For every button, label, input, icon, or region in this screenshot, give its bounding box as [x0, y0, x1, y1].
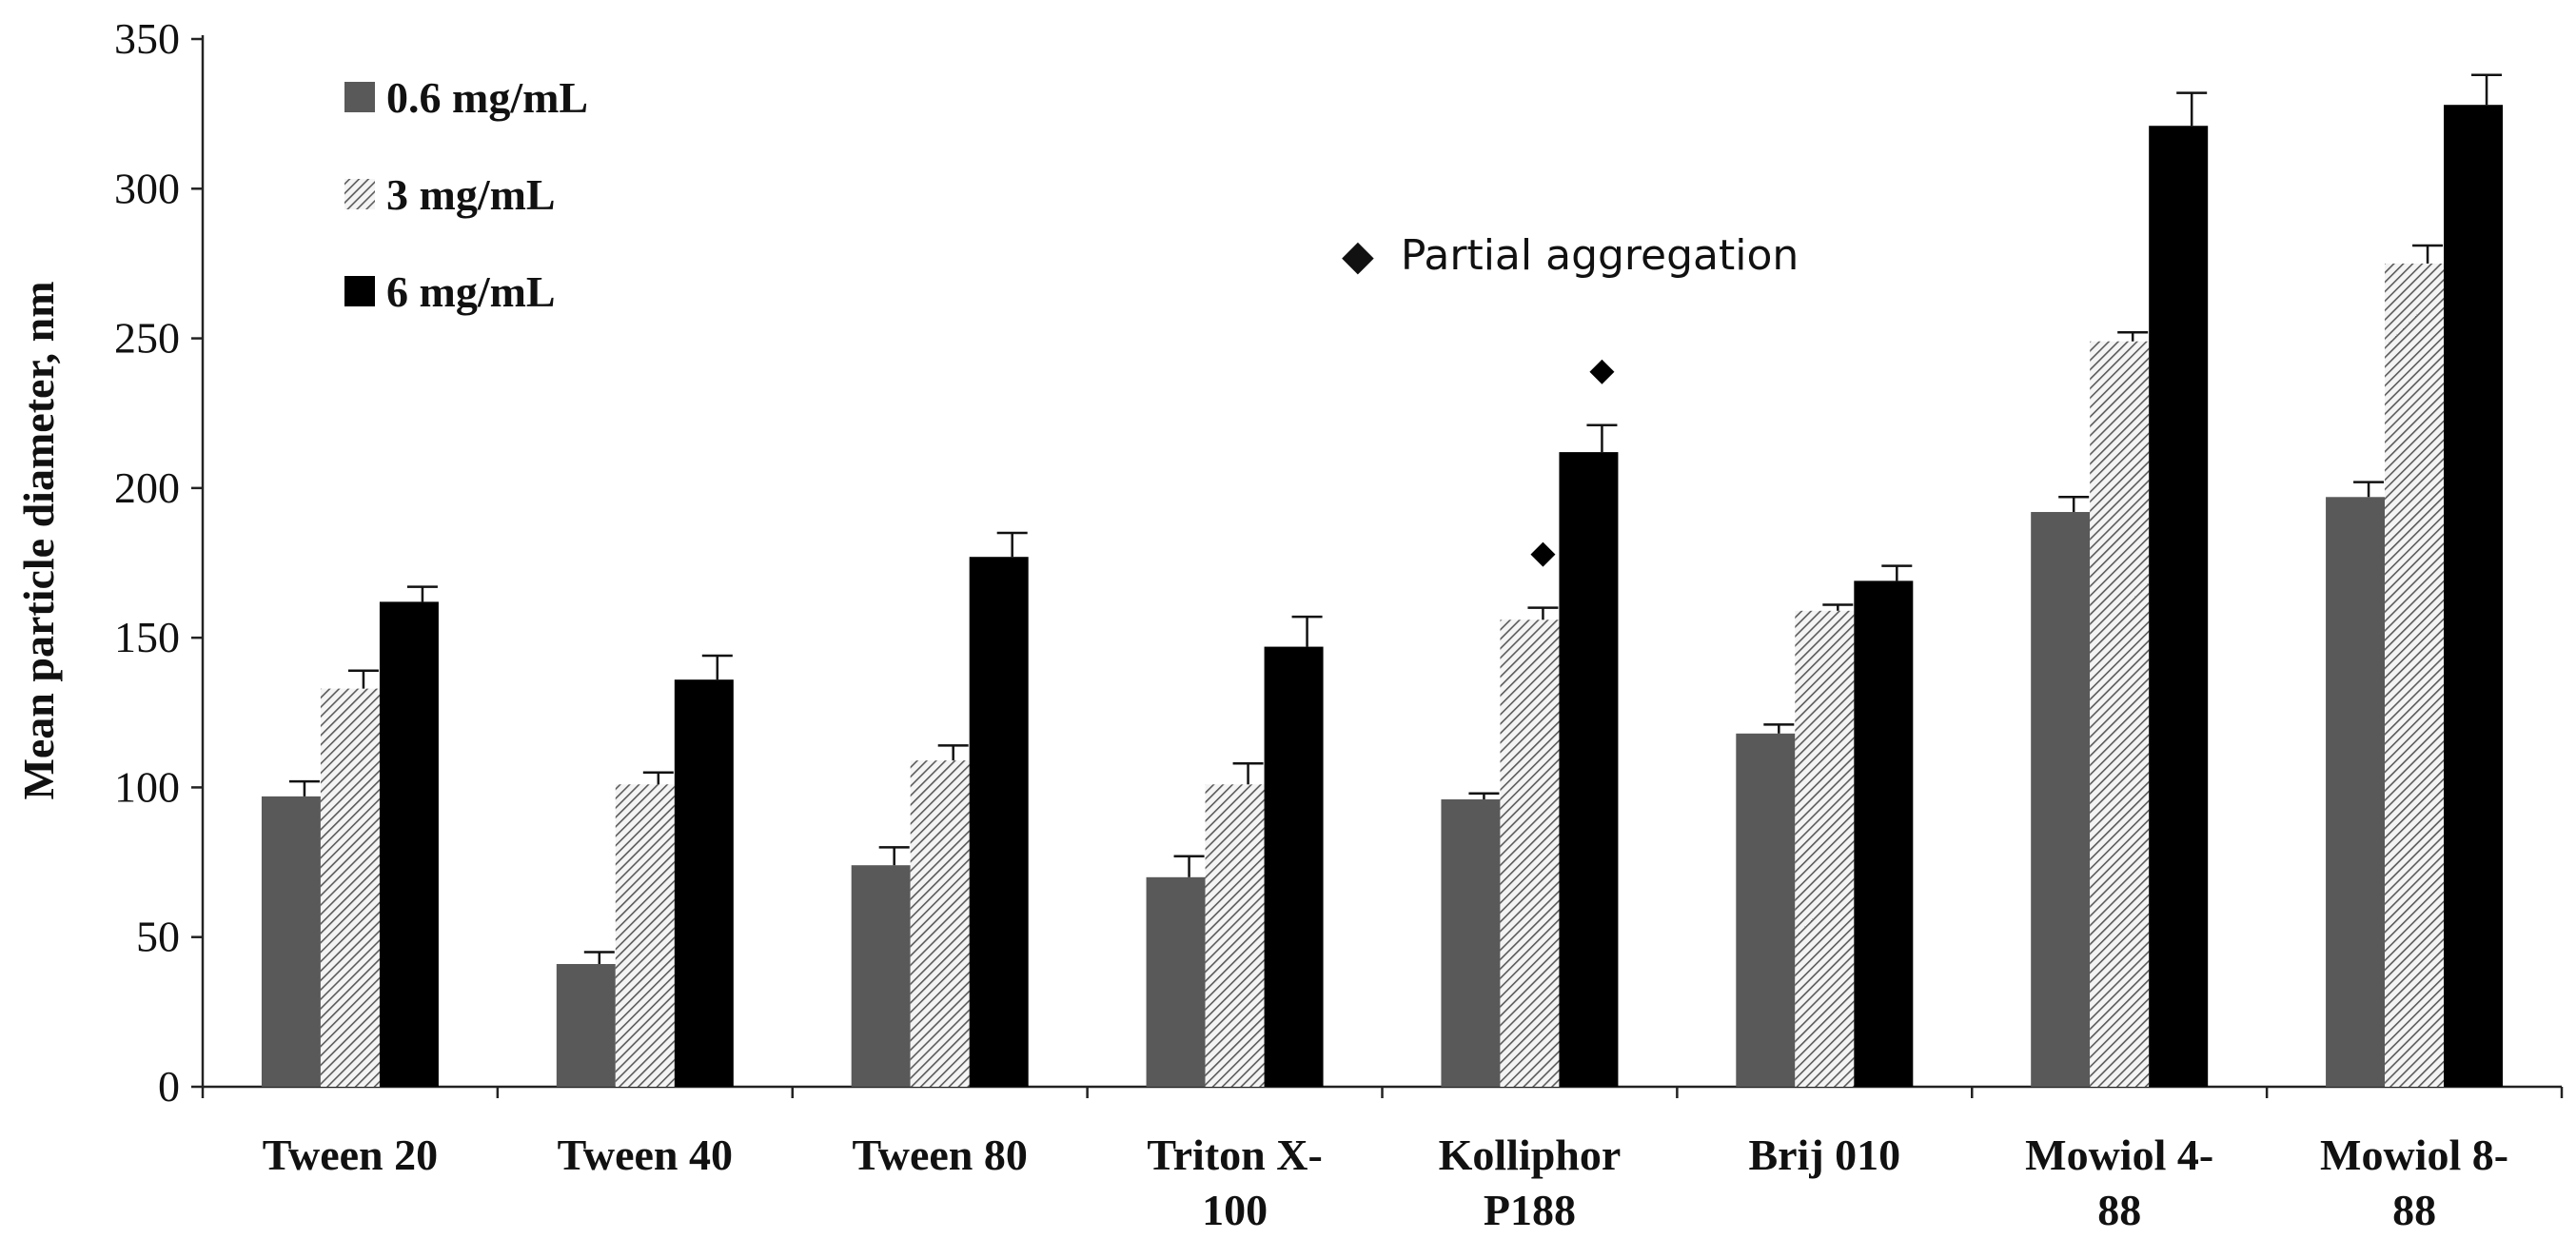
y-tick-label: 250: [114, 314, 180, 363]
bar: [969, 557, 1029, 1087]
annotation-label: ◆ Partial aggregation: [1342, 231, 1799, 280]
legend-swatch: [344, 179, 375, 209]
y-tick-label: 300: [114, 164, 180, 212]
aggregation-diamond-icon: [1589, 359, 1615, 384]
y-tick-label: 150: [114, 613, 180, 661]
category-label: Tween 20: [263, 1131, 438, 1179]
bar: [1795, 610, 1855, 1087]
bar: [851, 865, 911, 1087]
bar: [261, 796, 321, 1087]
y-axis-title: Mean particle diameter, nm: [14, 281, 63, 799]
error-bar-group: [288, 73, 2503, 965]
category-label: Tween 40: [558, 1131, 733, 1179]
category-label: Mowiol 4-: [2025, 1131, 2213, 1179]
diamond-icon: ◆: [1342, 231, 1374, 280]
category-label: P188: [1484, 1186, 1576, 1234]
aggregation-marker-group: [1530, 359, 1615, 567]
legend-label: 3 mg/mL: [386, 170, 556, 219]
bar: [1736, 733, 1796, 1087]
bar: [1146, 876, 1206, 1087]
bar: [674, 679, 734, 1087]
bar-series-group: [261, 105, 2504, 1088]
annotation-legend: ◆ Partial aggregation: [1342, 231, 1799, 280]
bar: [2031, 512, 2091, 1087]
legend-swatch: [344, 276, 375, 306]
bar: [2090, 341, 2150, 1087]
y-tick-label: 350: [114, 14, 180, 63]
bar: [2326, 497, 2386, 1087]
y-tick-label: 200: [114, 463, 180, 512]
category-label: Tween 80: [852, 1131, 1027, 1179]
x-axis: Tween 20 Tween 40 Tween 80 Triton X- 100 Koll…: [201, 1085, 2564, 1234]
category-label: Kolliphor: [1439, 1131, 1622, 1179]
bar: [1264, 646, 1324, 1087]
bar: [615, 784, 675, 1087]
bar: [1500, 620, 1560, 1087]
bar: [2385, 263, 2445, 1087]
y-axis: 0 50 100 150 200 250 300 350: [114, 14, 205, 1111]
bar: [2149, 126, 2209, 1087]
category-label: Brij 010: [1748, 1131, 1900, 1179]
bar: [1854, 580, 1914, 1087]
category-label: 88: [2097, 1186, 2141, 1234]
legend-label: 0.6 mg/mL: [386, 73, 588, 122]
bar: [320, 688, 380, 1087]
y-tick-label: 100: [114, 762, 180, 811]
bar: [910, 760, 970, 1087]
category-label: 88: [2392, 1186, 2436, 1234]
y-tick-label: 0: [158, 1062, 180, 1111]
legend-label: 6 mg/mL: [386, 267, 556, 316]
bar: [1441, 799, 1501, 1087]
category-label: Mowiol 8-: [2320, 1131, 2508, 1179]
y-tick-label: 50: [136, 913, 180, 961]
aggregation-diamond-icon: [1530, 541, 1556, 567]
bar: [1205, 784, 1265, 1087]
legend-swatch: [344, 82, 375, 112]
category-label: Triton X-: [1147, 1131, 1322, 1179]
bar: [2444, 105, 2504, 1088]
bar: [556, 964, 616, 1087]
bar: [379, 601, 439, 1087]
category-label: 100: [1202, 1186, 1268, 1234]
legend: 0.6 mg/mL 3 mg/mL 6 mg/mL: [344, 73, 588, 316]
bar: [1559, 452, 1619, 1087]
